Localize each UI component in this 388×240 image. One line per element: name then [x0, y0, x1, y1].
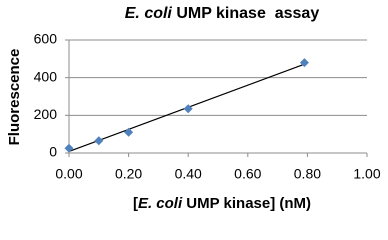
chart: E. coli UMP kinase assay [E. coli UMP ki…	[6, 5, 381, 212]
page: E. coli UMP kinase assay [E. coli UMP ki…	[5, 5, 381, 212]
x-tick-label: 0.40	[175, 166, 202, 182]
text-part: E. coli	[138, 195, 183, 212]
text-part: UMP kinase] (nM)	[182, 195, 311, 212]
x-tick-label: 0.20	[115, 166, 142, 182]
x-tick-label: 0.80	[294, 166, 321, 182]
text-part: [	[133, 195, 138, 212]
x-tick-label: 0.60	[234, 166, 261, 182]
data-point	[64, 143, 74, 153]
y-tick-label: 600	[34, 31, 58, 47]
data-point	[124, 127, 134, 137]
x-tick-label: 1.00	[353, 166, 380, 182]
data-point	[299, 58, 309, 68]
y-tick-label: 200	[34, 106, 58, 122]
y-tick-label: 400	[34, 68, 58, 84]
text-part: UMP kinase assay	[172, 5, 319, 22]
y-tick-label: 0	[49, 144, 57, 160]
y-axis-label: Fluorescence	[6, 49, 23, 146]
x-tick-label: 0.00	[55, 166, 82, 182]
text-part: E. coli	[125, 5, 173, 22]
data-point	[94, 136, 104, 146]
chart-title: E. coli UMP kinase assay	[125, 5, 320, 22]
data-point	[183, 104, 193, 114]
x-axis-label: [E. coli UMP kinase] (nM)	[133, 195, 311, 212]
